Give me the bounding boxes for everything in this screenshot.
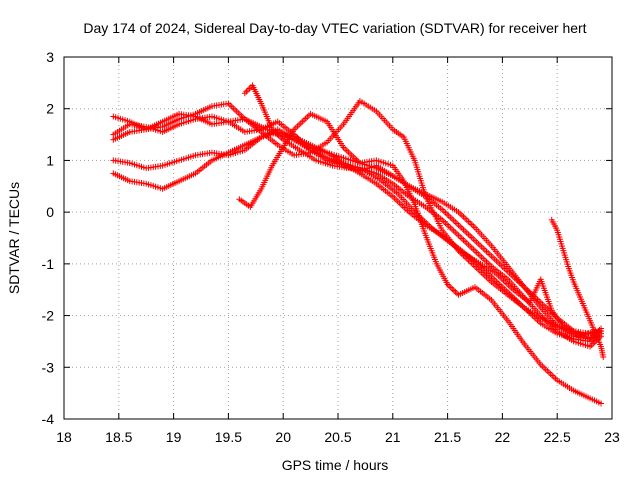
x-tick-label: 20 [275,429,291,445]
series-5 [110,97,605,337]
y-tick-label: 1 [46,152,54,168]
data-point [598,400,605,407]
x-tick-label: 21 [385,429,401,445]
y-tick-label: -3 [42,359,55,375]
x-tick-label: 19.5 [215,429,242,445]
tick-layer: 18 18.5 19 19.5 20 20.5 21 21.5 22 22.5 23-4-3-2-1… [42,49,620,445]
y-tick-label: 0 [46,204,54,220]
chart-title: Day 174 of 2024, Sidereal Day-to-day VTE… [83,20,586,36]
x-tick-label: 22.5 [544,429,571,445]
data-point [598,328,605,335]
x-axis-title: GPS time / hours [282,457,389,473]
series-8 [548,216,607,360]
y-tick-label: -1 [42,256,55,272]
y-tick-label: -2 [42,308,55,324]
series-7 [241,82,599,340]
data-layer [110,82,607,407]
x-tick-label: 21.5 [434,429,461,445]
x-tick-label: 22 [495,429,511,445]
x-tick-label: 18 [56,429,72,445]
y-tick-label: 2 [46,101,54,117]
y-axis-title: SDTVAR / TECUs [6,182,22,294]
x-tick-label: 18.5 [105,429,132,445]
y-tick-label: 3 [46,49,54,65]
x-tick-label: 19 [166,429,182,445]
y-tick-label: -4 [42,411,55,427]
x-tick-label: 23 [604,429,620,445]
x-tick-label: 20.5 [324,429,351,445]
data-point [600,353,607,360]
